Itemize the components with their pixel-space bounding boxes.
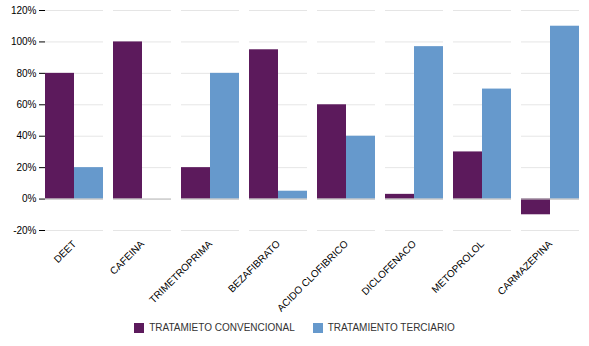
html-text:TRATAMIENTO TERCIARIO: TRATAMIENTO TERCIARIO <box>327 322 455 333</box>
svg-text:BEZAFIBRATO: BEZAFIBRATO <box>226 238 282 294</box>
svg-text:METOPROLOL: METOPROLOL <box>429 238 486 295</box>
svg-text:80%: 80% <box>16 68 36 79</box>
svg-text:DEET: DEET <box>52 238 79 265</box>
svg-text:40%: 40% <box>16 130 36 141</box>
svg-text:120%: 120% <box>11 5 37 16</box>
svg-text:-20%: -20% <box>13 225 36 236</box>
svg-text:60%: 60% <box>16 99 36 110</box>
svg-text:ACIDO CLOFIBRICO: ACIDO CLOFIBRICO <box>275 238 351 314</box>
svg-text:TRIMETROPRIMA: TRIMETROPRIMA <box>147 238 214 305</box>
svg-text:CARMAZEPINA: CARMAZEPINA <box>495 238 554 297</box>
svg-text:100%: 100% <box>11 36 37 47</box>
svg-text:0%: 0% <box>22 193 37 204</box>
svg-text:DICLOFENACO: DICLOFENACO <box>359 238 418 297</box>
html-text:TRATAMIETO CONVENCIONAL: TRATAMIETO CONVENCIONAL <box>149 322 295 333</box>
svg-text:CAFEINA: CAFEINA <box>108 238 147 277</box>
svg-text:20%: 20% <box>16 162 36 173</box>
